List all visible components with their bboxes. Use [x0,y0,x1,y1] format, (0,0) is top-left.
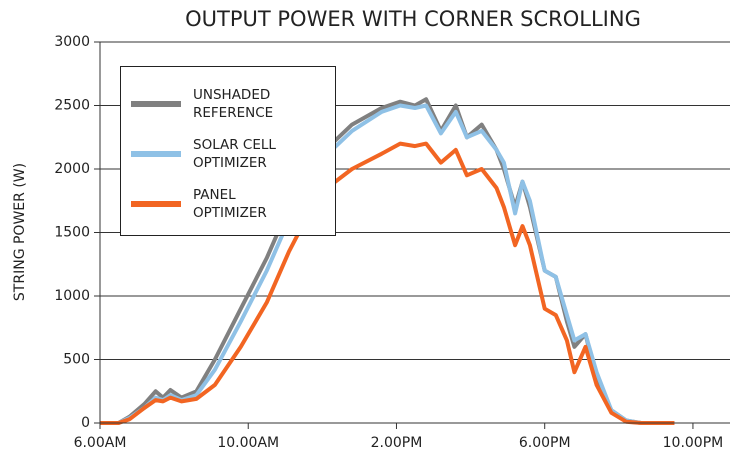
series-line [100,141,675,425]
legend-swatch [131,151,181,157]
chart-title: OUTPUT POWER WITH CORNER SCROLLING [185,7,641,31]
legend-label: PANEL OPTIMIZER [193,187,267,221]
axes: 0 500 1000 1500 2000 2500 3000 6.00AM 10.00AM 2.0… [54,34,730,451]
x-tick-label: 6.00AM [74,435,127,451]
legend-entry: SOLAR CELL OPTIMIZER [131,129,335,179]
x-tick-label: 10.00AM [217,435,279,451]
x-tick-label: 6.00PM [519,435,571,451]
y-tick-label: 1500 [54,225,90,241]
y-tick-label: 0 [81,415,90,431]
legend: UNSHADED REFERENCE SOLAR CELL OPTIMIZER PA… [120,66,336,236]
lines [100,97,675,425]
y-tick-label: 1000 [54,288,90,304]
legend-label: SOLAR CELL OPTIMIZER [193,137,276,171]
x-tick-label: 10.00PM [663,435,724,451]
y-tick-label: 2000 [54,161,90,177]
legend-swatch [131,101,181,107]
legend-entry: UNSHADED REFERENCE [131,79,335,129]
legend-swatch [131,201,181,207]
x-tick-label: 2.00PM [371,435,423,451]
y-axis-label: STRING POWER (W) [12,163,28,301]
y-tick-label: 3000 [54,34,90,50]
legend-label: UNSHADED REFERENCE [193,87,274,121]
y-tick-label: 500 [63,352,90,368]
legend-entry: PANEL OPTIMIZER [131,179,335,229]
y-tick-label: 2500 [54,98,90,114]
